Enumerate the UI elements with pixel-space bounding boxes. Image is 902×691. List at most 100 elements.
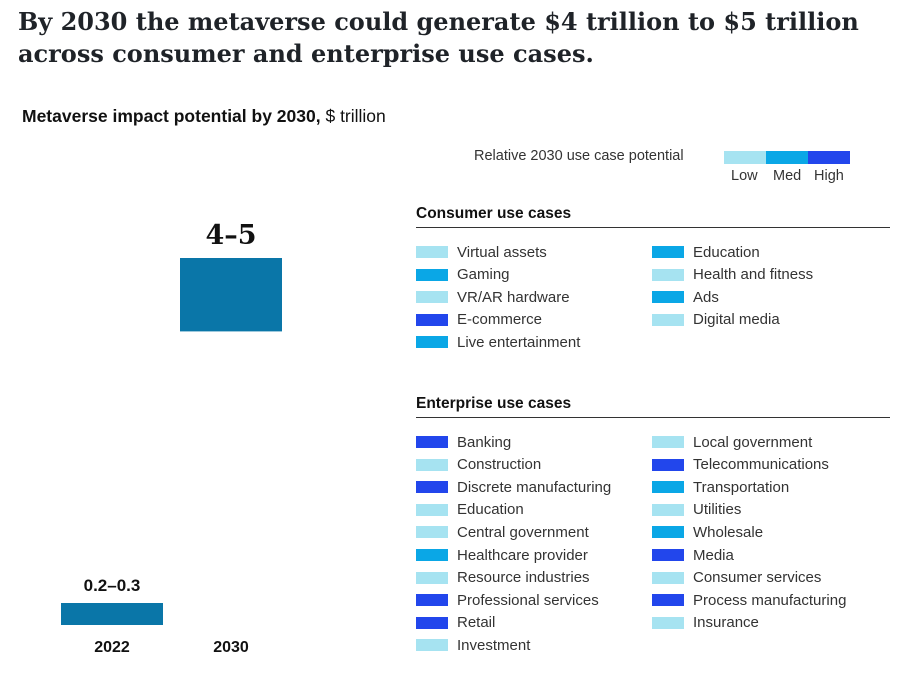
bar-2022 — [61, 603, 163, 625]
potential-low-swatch — [652, 268, 684, 281]
potential-high-swatch — [416, 436, 448, 448]
use-case-item: Education — [416, 499, 524, 521]
use-case-label: Central government — [457, 523, 589, 541]
use-case-label: Live entertainment — [457, 333, 581, 351]
potential-med-swatch — [652, 246, 684, 258]
use-case-item: Investment — [416, 634, 530, 656]
potential-low-swatch — [652, 571, 684, 584]
use-case-label: Health and fitness — [693, 266, 814, 284]
use-case-label: Utilities — [693, 501, 742, 519]
use-case-label: Education — [457, 501, 524, 519]
use-case-item: Ads — [652, 286, 719, 308]
use-case-label: Wholesale — [693, 523, 764, 541]
potential-low-swatch — [652, 436, 684, 448]
legend-label: Relative 2030 use case potential — [474, 148, 684, 164]
use-case-label: Local government — [693, 433, 813, 451]
use-case-item: Utilities — [652, 499, 741, 521]
use-case-label: Media — [693, 546, 734, 564]
use-case-label: E-commerce — [457, 311, 543, 329]
potential-high-swatch — [416, 481, 448, 494]
use-case-label: Transportation — [693, 478, 790, 496]
use-case-item: Health and fitness — [652, 264, 813, 286]
use-case-label: Virtual assets — [457, 243, 547, 261]
potential-high-swatch — [416, 594, 448, 607]
potential-med-swatch — [652, 291, 684, 304]
potential-legend: Relative 2030 use case potential Low Med… — [474, 148, 874, 188]
use-case-item: Media — [652, 544, 734, 566]
consumer-section-title: Consumer use cases — [416, 205, 890, 228]
use-case-item: Banking — [416, 431, 511, 453]
use-case-label: Gaming — [457, 266, 510, 284]
potential-low-swatch — [416, 458, 448, 471]
use-case-item: Live entertainment — [416, 331, 580, 353]
value-label-2030: 4–5 — [205, 220, 256, 251]
use-case-item: Digital media — [652, 309, 780, 331]
potential-low-swatch — [652, 503, 684, 516]
use-case-label: Consumer services — [693, 569, 822, 587]
potential-low-swatch — [652, 616, 684, 629]
use-case-item: Virtual assets — [416, 241, 547, 263]
use-case-label: Digital media — [693, 311, 780, 329]
use-case-item: VR/AR hardware — [416, 286, 570, 308]
legend-level-med: Med — [773, 168, 802, 184]
use-case-label: Telecommunications — [693, 456, 829, 474]
bar-2030 — [180, 258, 282, 332]
potential-med-swatch — [416, 336, 448, 349]
use-case-item: E-commerce — [416, 309, 542, 331]
potential-high-swatch — [652, 549, 684, 561]
legend-swatch-low — [724, 151, 766, 164]
chart-title-bold: Metaverse impact potential by 2030, — [22, 106, 321, 126]
potential-low-swatch — [416, 526, 448, 539]
use-case-item: Healthcare provider — [416, 544, 588, 566]
use-case-label: Education — [693, 243, 760, 261]
potential-low-swatch — [416, 291, 448, 304]
potential-low-swatch — [416, 571, 448, 584]
use-case-label: Resource industries — [457, 569, 590, 587]
chart-title-unit: $ trillion — [325, 106, 386, 126]
use-case-item: Wholesale — [652, 521, 763, 543]
potential-low-swatch — [652, 313, 684, 326]
potential-low-swatch — [416, 639, 448, 652]
legend-level-high: High — [814, 168, 844, 184]
use-case-item: Local government — [652, 431, 812, 453]
use-case-label: Investment — [457, 636, 531, 654]
use-case-item: Professional services — [416, 589, 599, 611]
potential-low-swatch — [416, 503, 448, 516]
potential-low-swatch — [416, 246, 448, 258]
use-case-item: Resource industries — [416, 567, 590, 589]
potential-high-swatch — [416, 616, 448, 629]
use-case-item: Consumer services — [652, 567, 821, 589]
use-case-label: Ads — [693, 288, 719, 306]
use-case-label: Banking — [457, 433, 512, 451]
potential-high-swatch — [416, 313, 448, 326]
chart-title: Metaverse impact potential by 2030, $ tr… — [22, 106, 386, 127]
x-tick-label-2030: 2030 — [213, 639, 249, 656]
value-label-2022: 0.2–0.3 — [84, 576, 141, 595]
use-case-label: VR/AR hardware — [457, 288, 570, 306]
potential-med-swatch — [652, 481, 684, 494]
x-tick-label-2022: 2022 — [94, 639, 130, 656]
use-case-item: Construction — [416, 454, 541, 476]
use-case-label: Discrete manufacturing — [457, 478, 612, 496]
use-case-label: Professional services — [457, 591, 599, 609]
use-case-item: Transportation — [652, 476, 789, 498]
bar-chart: 0.2–0.3 2022 4–5 2030 — [61, 220, 282, 656]
use-case-item: Telecommunications — [652, 454, 829, 476]
use-case-label: Insurance — [693, 614, 759, 632]
potential-med-swatch — [416, 268, 448, 281]
use-case-label: Healthcare provider — [457, 546, 588, 564]
headline: By 2030 the metaverse could generate $4 … — [18, 7, 859, 68]
use-case-label: Process manufacturing — [693, 591, 847, 609]
legend-level-low: Low — [731, 168, 758, 184]
use-case-label: Construction — [457, 456, 542, 474]
potential-med-swatch — [652, 526, 684, 539]
use-case-item: Education — [652, 241, 760, 263]
enterprise-section-title: Enterprise use cases — [416, 395, 890, 418]
use-case-item: Insurance — [652, 612, 759, 634]
potential-high-swatch — [652, 594, 684, 607]
legend-swatch-high — [808, 151, 850, 164]
use-case-label: Retail — [457, 614, 496, 632]
potential-high-swatch — [652, 458, 684, 471]
use-case-item: Process manufacturing — [652, 589, 846, 611]
legend-swatch-med — [766, 151, 808, 164]
